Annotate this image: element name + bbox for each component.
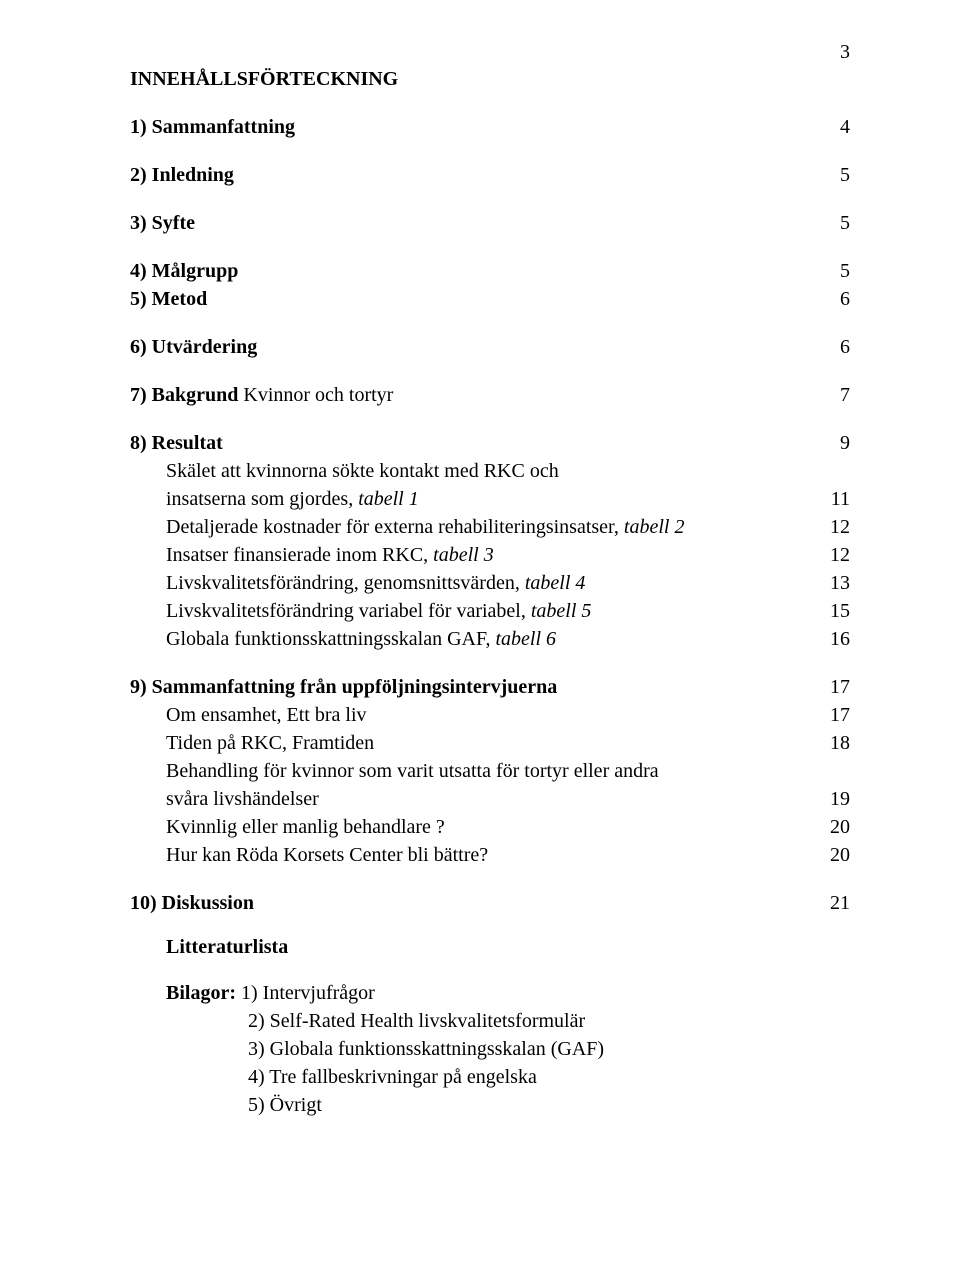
- toc-label-bold: 8) Resultat: [130, 432, 223, 454]
- toc-label: Detaljerade kostnader för externa rehabi…: [166, 516, 624, 538]
- toc-label-bold: 4) Målgrupp: [130, 260, 238, 282]
- toc-subrow: Insatser finansierade inom RKC, tabell 3…: [166, 541, 850, 569]
- toc-row: 7) Bakgrund Kvinnor och tortyr 7: [130, 381, 850, 409]
- section9-tail: Kvinnlig eller manlig behandlare ?20Hur …: [130, 813, 850, 869]
- bilagor-item: 1) Intervjufrågor: [241, 982, 375, 1004]
- toc-page: 11: [810, 485, 850, 513]
- toc-label: Livskvalitetsförändring, genomsnittsvärd…: [166, 572, 525, 594]
- toc-label: Kvinnlig eller manlig behandlare ?: [166, 813, 810, 841]
- bilagor-item: 4) Tre fallbeskrivningar på engelska: [248, 1063, 850, 1091]
- bilagor-block: Bilagor: 1) Intervjufrågor 2) Self-Rated…: [130, 979, 850, 1119]
- toc-label: Hur kan Röda Korsets Center bli bättre?: [166, 841, 810, 869]
- toc-row-section9: 9) Sammanfattning från uppföljningsinter…: [130, 673, 850, 701]
- toc-label: Om ensamhet, Ett bra liv: [166, 701, 810, 729]
- toc-label: insatserna som gjordes,: [166, 488, 358, 510]
- toc-subrow: Om ensamhet, Ett bra liv17: [166, 701, 850, 729]
- bilagor-item: 2) Self-Rated Health livskvalitetsformul…: [248, 1007, 850, 1035]
- toc-label-italic: tabell 1: [358, 488, 419, 510]
- toc-page: 5: [810, 257, 850, 285]
- toc-row: 3) Syfte 5: [130, 209, 850, 237]
- toc-page: 17: [810, 673, 850, 701]
- toc-label-italic: tabell 3: [433, 544, 494, 566]
- bilagor-item: 3) Globala funktionsskattningsskalan (GA…: [248, 1035, 850, 1063]
- toc-page: 6: [810, 333, 850, 361]
- toc-label: Tiden på RKC, Framtiden: [166, 729, 810, 757]
- toc-page: 20: [810, 841, 850, 869]
- toc-page: 5: [810, 209, 850, 237]
- toc-label: Livskvalitetsförändring variabel för var…: [166, 600, 531, 622]
- toc-label: Skälet att kvinnorna sökte kontakt med R…: [166, 460, 559, 482]
- toc-page: 13: [810, 569, 850, 597]
- bilagor-label: Bilagor:: [166, 982, 236, 1004]
- toc-page: 17: [810, 701, 850, 729]
- toc-main-rows: 1) Sammanfattning 4 2) Inledning 5 3) Syfte 5…: [130, 113, 850, 457]
- toc-subrow: Globala funktionsskattningsskalan GAF, t…: [166, 625, 850, 653]
- toc-label-bold: 1) Sammanfattning: [130, 116, 295, 138]
- toc-row: 6) Utvärdering 6: [130, 333, 850, 361]
- bilagor-item: 5) Övrigt: [248, 1091, 850, 1119]
- toc-label: Globala funktionsskattningsskalan GAF,: [166, 628, 495, 650]
- toc-row: 2) Inledning 5: [130, 161, 850, 189]
- toc-row-section10: 10) Diskussion 21: [130, 889, 850, 917]
- toc-label-bold: 3) Syfte: [130, 212, 195, 234]
- toc-label: Insatser finansierade inom RKC,: [166, 544, 433, 566]
- toc-subrow: Kvinnlig eller manlig behandlare ?20: [166, 813, 850, 841]
- toc-page: 18: [810, 729, 850, 757]
- toc-title: INNEHÅLLSFÖRTECKNING: [130, 65, 850, 93]
- toc-page: 5: [810, 161, 850, 189]
- page-number: 3: [840, 38, 850, 66]
- toc-subrow: Livskvalitetsförändring variabel för var…: [166, 597, 850, 625]
- toc-label: Behandling för kvinnor som varit utsatta…: [166, 757, 810, 785]
- toc-subrow: Livskvalitetsförändring, genomsnittsvärd…: [166, 569, 850, 597]
- toc-page: 7: [810, 381, 850, 409]
- toc-label-bold: 7) Bakgrund: [130, 384, 238, 406]
- toc-page: 16: [810, 625, 850, 653]
- toc-row: 8) Resultat 9: [130, 429, 850, 457]
- bilagor-rest: 2) Self-Rated Health livskvalitetsformul…: [166, 1007, 850, 1119]
- toc-subrow: Tiden på RKC, Framtiden18: [166, 729, 850, 757]
- litteraturlista: Litteraturlista: [130, 933, 850, 961]
- toc-page: 9: [810, 429, 850, 457]
- toc-label: svåra livshändelser: [166, 785, 810, 813]
- toc-label-rest: Kvinnor och tortyr: [238, 384, 393, 406]
- toc-label-italic: tabell 5: [531, 600, 592, 622]
- toc-subrow: Hur kan Röda Korsets Center bli bättre?2…: [166, 841, 850, 869]
- toc-label-bold: 2) Inledning: [130, 164, 234, 186]
- toc-page: 21: [810, 889, 850, 917]
- toc-page: 15: [810, 597, 850, 625]
- toc-subrow: Detaljerade kostnader för externa rehabi…: [166, 513, 850, 541]
- toc-page: 12: [810, 541, 850, 569]
- toc-page: 12: [810, 513, 850, 541]
- toc-label-italic: tabell 4: [525, 572, 586, 594]
- toc-subrow: Skälet att kvinnorna sökte kontakt med R…: [166, 457, 850, 485]
- toc-page: 19: [810, 785, 850, 813]
- toc-subrow: insatserna som gjordes, tabell 1 11: [166, 485, 850, 513]
- toc-label-bold: 6) Utvärdering: [130, 336, 257, 358]
- toc-row: 5) Metod 6: [130, 285, 850, 313]
- document-page: 3 INNEHÅLLSFÖRTECKNING 1) Sammanfattning…: [0, 0, 960, 1273]
- toc-page: 6: [810, 285, 850, 313]
- toc-row: 1) Sammanfattning 4: [130, 113, 850, 141]
- toc-row: 4) Målgrupp 5: [130, 257, 850, 285]
- resultat-sublist: Skälet att kvinnorna sökte kontakt med R…: [130, 457, 850, 653]
- section9-wrap: Behandling för kvinnor som varit utsatta…: [130, 757, 850, 813]
- toc-label: 10) Diskussion: [130, 892, 254, 914]
- section9-sublist: Om ensamhet, Ett bra liv17Tiden på RKC, …: [130, 701, 850, 757]
- toc-page: 4: [810, 113, 850, 141]
- toc-label-italic: tabell 2: [624, 516, 685, 538]
- toc-label-italic: tabell 6: [495, 628, 556, 650]
- toc-page: 20: [810, 813, 850, 841]
- toc-label-bold: 5) Metod: [130, 288, 207, 310]
- toc-label: 9) Sammanfattning från uppföljningsinter…: [130, 676, 557, 698]
